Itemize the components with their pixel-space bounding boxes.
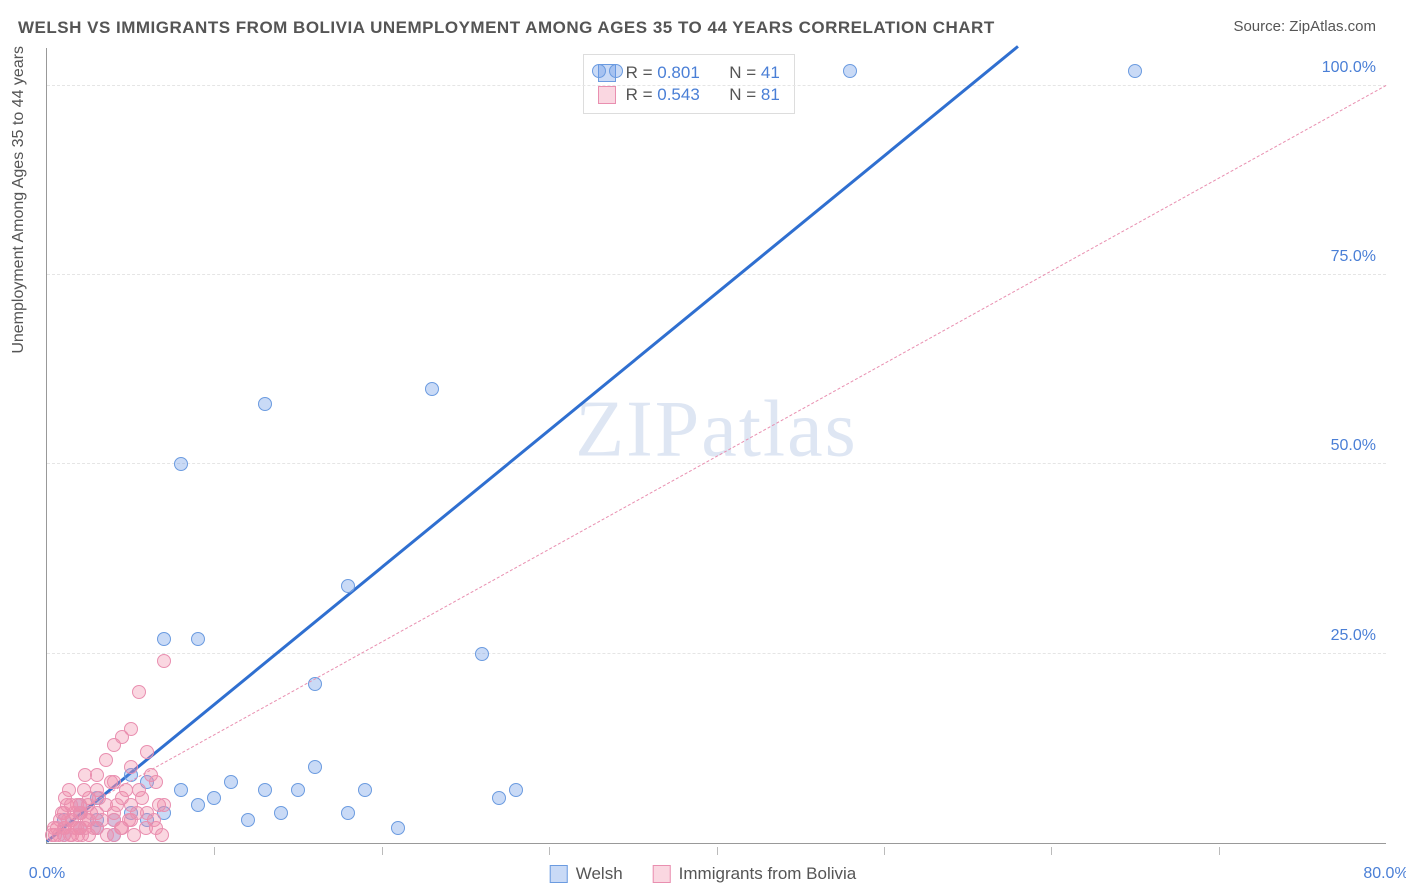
data-point <box>174 457 188 471</box>
x-tick <box>1219 847 1220 855</box>
x-tick <box>382 847 383 855</box>
x-tick-label: 80.0% <box>1363 865 1406 883</box>
series-legend: Welsh Immigrants from Bolivia <box>550 864 857 884</box>
data-point <box>78 821 92 835</box>
data-point <box>132 685 146 699</box>
legend-row: R = 0.801 N = 41 <box>598 63 780 83</box>
data-point <box>341 806 355 820</box>
x-tick <box>717 847 718 855</box>
gridline <box>47 653 1386 654</box>
data-point <box>191 632 205 646</box>
data-point <box>843 64 857 78</box>
data-point <box>207 791 221 805</box>
data-point <box>509 783 523 797</box>
x-tick <box>549 847 550 855</box>
data-point <box>99 753 113 767</box>
data-point <box>100 828 114 842</box>
data-point <box>147 813 161 827</box>
data-point <box>258 397 272 411</box>
data-point <box>291 783 305 797</box>
gridline <box>47 274 1386 275</box>
data-point <box>155 828 169 842</box>
data-point <box>308 760 322 774</box>
data-point <box>274 806 288 820</box>
data-point <box>391 821 405 835</box>
x-tick <box>1051 847 1052 855</box>
y-tick-label: 25.0% <box>1331 627 1376 645</box>
data-point <box>140 745 154 759</box>
trend-line <box>47 85 1386 828</box>
data-point <box>124 722 138 736</box>
legend-row: R = 0.543 N = 81 <box>598 85 780 105</box>
data-point <box>258 783 272 797</box>
data-point <box>425 382 439 396</box>
trend-line <box>46 45 1019 842</box>
data-point <box>174 783 188 797</box>
data-point <box>81 798 95 812</box>
scatter-chart: ZIPatlas R = 0.801 N = 41R = 0.543 N = 8… <box>46 48 1386 844</box>
data-point <box>110 798 124 812</box>
data-point <box>124 760 138 774</box>
data-point <box>341 579 355 593</box>
y-tick-label: 50.0% <box>1331 437 1376 455</box>
data-point <box>130 806 144 820</box>
data-point <box>191 798 205 812</box>
data-point <box>492 791 506 805</box>
data-point <box>77 783 91 797</box>
x-tick <box>214 847 215 855</box>
data-point <box>62 783 76 797</box>
gridline <box>47 85 1386 86</box>
legend-item: Immigrants from Bolivia <box>653 864 857 884</box>
data-point <box>475 647 489 661</box>
data-point <box>609 64 623 78</box>
data-point <box>152 798 166 812</box>
y-tick-label: 75.0% <box>1331 248 1376 266</box>
source-label: Source: ZipAtlas.com <box>1233 18 1376 35</box>
data-point <box>157 632 171 646</box>
y-axis-label: Unemployment Among Ages 35 to 44 years <box>10 46 28 354</box>
data-point <box>157 654 171 668</box>
data-point <box>224 775 238 789</box>
data-point <box>1128 64 1142 78</box>
data-point <box>119 783 133 797</box>
x-tick-label: 0.0% <box>29 865 65 883</box>
watermark: ZIPatlas <box>575 384 858 475</box>
data-point <box>78 768 92 782</box>
data-point <box>144 768 158 782</box>
data-point <box>358 783 372 797</box>
data-point <box>135 791 149 805</box>
chart-title: WELSH VS IMMIGRANTS FROM BOLIVIA UNEMPLO… <box>18 18 995 38</box>
data-point <box>95 813 109 827</box>
data-point <box>592 64 606 78</box>
y-tick-label: 100.0% <box>1322 59 1376 77</box>
data-point <box>104 775 118 789</box>
x-tick <box>884 847 885 855</box>
data-point <box>241 813 255 827</box>
gridline <box>47 463 1386 464</box>
legend-item: Welsh <box>550 864 623 884</box>
